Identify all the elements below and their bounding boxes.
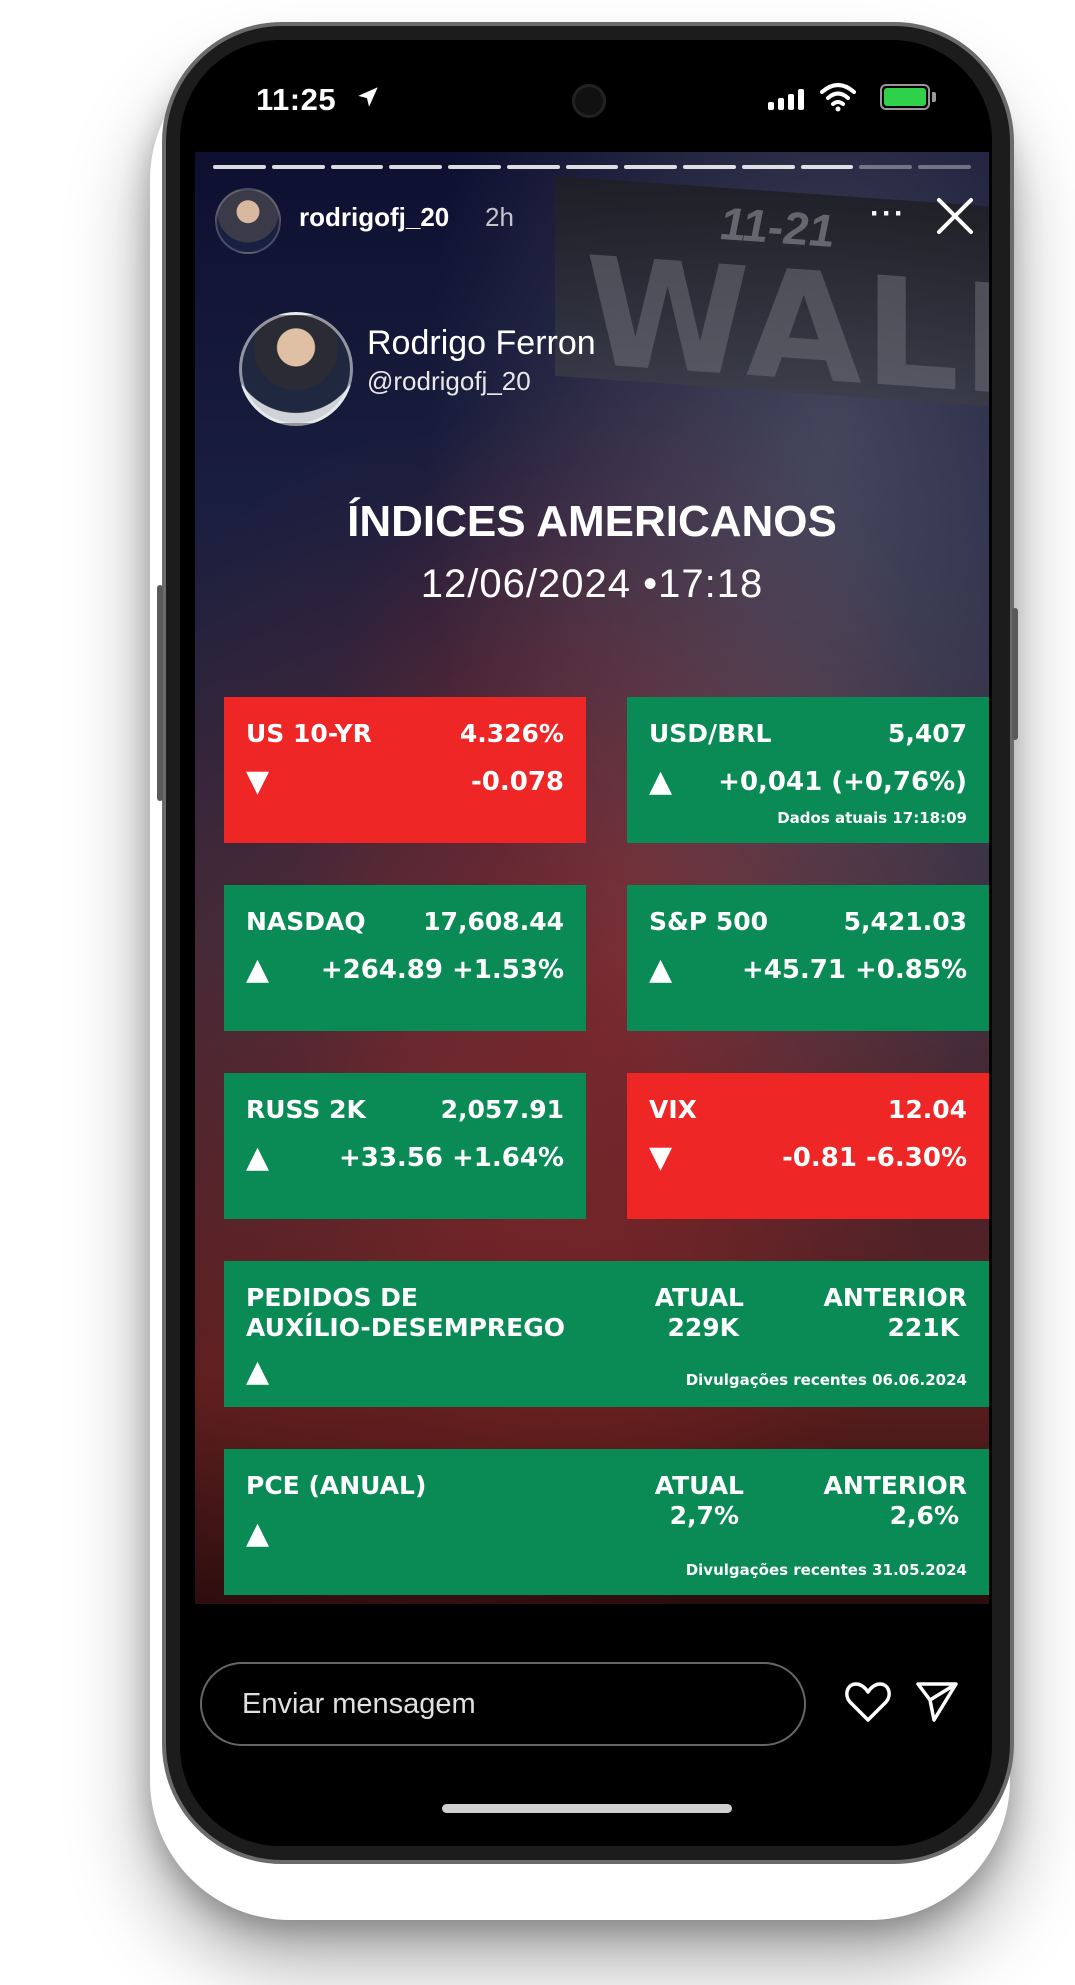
close-icon[interactable] [935, 196, 975, 236]
story-avatar[interactable] [215, 188, 281, 254]
ticker-card-russ2k: RUSS 2K 2,057.91 ▲ +33.56 +1.64% [224, 1073, 586, 1219]
send-icon[interactable] [914, 1678, 960, 1724]
ticker-name: NASDAQ [246, 907, 366, 936]
ticker-change: -0.078 [470, 767, 564, 797]
previous-label: ANTERIOR [823, 1471, 967, 1500]
ticker-card-us10yr: US 10-YR 4.326% ▼ -0.078 [224, 697, 586, 843]
story-username[interactable]: rodrigofj_20 [299, 202, 450, 232]
ticker-name: RUSS 2K [246, 1095, 366, 1124]
down-arrow-icon: ▼ [246, 764, 270, 799]
ticker-value: 2,057.91 [440, 1095, 564, 1124]
wifi-icon [820, 83, 856, 112]
ticker-value: 5,421.03 [843, 907, 967, 936]
battery-level [884, 88, 926, 106]
author-handle: @rodrigofj_20 [367, 366, 531, 396]
battery-icon [880, 84, 930, 110]
author-avatar [239, 312, 353, 426]
cellular-signal-icon [768, 88, 804, 110]
indicator-card-pce: PCE (ANUAL) ▲ ATUAL 2,7% ANTERIOR 2,6% D… [224, 1449, 989, 1595]
previous-label: ANTERIOR [823, 1283, 967, 1312]
current-label: ATUAL [654, 1471, 744, 1500]
battery-tip [932, 92, 936, 102]
indicator-note: Divulgações recentes 31.05.2024 [685, 1561, 967, 1579]
status-time: 11:25 [256, 82, 337, 117]
up-arrow-icon: ▲ [649, 952, 673, 987]
indicator-name-line: PEDIDOS DE [246, 1283, 418, 1312]
ticker-value: 12.04 [887, 1095, 967, 1124]
ticker-note: Dados atuais 17:18:09 [777, 809, 967, 827]
message-input[interactable]: Enviar mensagem [200, 1662, 806, 1746]
background-sign-word: WALL [585, 225, 989, 433]
ticker-name: USD/BRL [649, 719, 772, 748]
ticker-card-sp500: S&P 500 5,421.03 ▲ +45.71 +0.85% [627, 885, 989, 1031]
ticker-card-nasdaq: NASDAQ 17,608.44 ▲ +264.89 +1.53% [224, 885, 586, 1031]
ticker-value: 4.326% [459, 719, 564, 748]
phone-screen: 11:25 11-21 WALL rodrigofj_20 2h ··· [180, 40, 992, 1846]
author-name: Rodrigo Ferron [367, 324, 596, 362]
up-arrow-icon: ▲ [649, 764, 673, 799]
ticker-value: 17,608.44 [423, 907, 564, 936]
ticker-change: +0,041 (+0,76%) [718, 767, 967, 797]
front-camera [572, 84, 606, 118]
ticker-card-vix: VIX 12.04 ▼ -0.81 -6.30% [627, 1073, 989, 1219]
ticker-card-usdbrl: USD/BRL 5,407 ▲ +0,041 (+0,76%) Dados at… [627, 697, 989, 843]
location-arrow-icon [358, 87, 378, 107]
ticker-value: 5,407 [887, 719, 967, 748]
message-placeholder: Enviar mensagem [242, 1688, 476, 1720]
up-arrow-icon: ▲ [246, 1140, 270, 1175]
status-bar: 11:25 [180, 40, 992, 160]
current-label: ATUAL [654, 1283, 744, 1312]
up-arrow-icon: ▲ [246, 952, 270, 987]
more-icon[interactable]: ··· [870, 197, 906, 230]
story-timestamp: 2h [485, 202, 514, 232]
story-content[interactable]: 11-21 WALL rodrigofj_20 2h ··· Rodrigo F… [195, 152, 989, 1604]
up-arrow-icon: ▲ [246, 1354, 270, 1389]
indicator-name: PEDIDOS DE AUXÍLIO-DESEMPREGO [246, 1283, 565, 1343]
story-progress-bar [213, 165, 971, 169]
ticker-name: S&P 500 [649, 907, 769, 936]
indicator-card-jobless-claims: PEDIDOS DE AUXÍLIO-DESEMPREGO ▲ ATUAL 22… [224, 1261, 989, 1407]
indicator-name-line: AUXÍLIO-DESEMPREGO [246, 1313, 565, 1342]
ticker-change: +45.71 +0.85% [741, 955, 967, 985]
indicator-note: Divulgações recentes 06.06.2024 [685, 1371, 967, 1389]
ticker-change: -0.81 -6.30% [782, 1143, 967, 1173]
side-button [157, 585, 163, 801]
ticker-name: VIX [649, 1095, 697, 1124]
side-button [1012, 608, 1018, 740]
indicator-name: PCE (ANUAL) [246, 1471, 427, 1500]
heart-icon[interactable] [844, 1680, 892, 1724]
ticker-change: +33.56 +1.64% [338, 1143, 564, 1173]
home-indicator[interactable] [442, 1804, 732, 1813]
page-title: ÍNDICES AMERICANOS [347, 497, 837, 546]
page-datetime: 12/06/2024 •17:18 [420, 562, 764, 606]
current-value: 2,7% [669, 1501, 739, 1530]
ticker-name: US 10-YR [246, 719, 372, 748]
up-arrow-icon: ▲ [246, 1516, 270, 1551]
down-arrow-icon: ▼ [649, 1140, 673, 1175]
previous-value: 2,6% [889, 1501, 959, 1530]
previous-value: 221K [887, 1313, 959, 1342]
current-value: 229K [667, 1313, 739, 1342]
ticker-change: +264.89 +1.53% [320, 955, 564, 985]
